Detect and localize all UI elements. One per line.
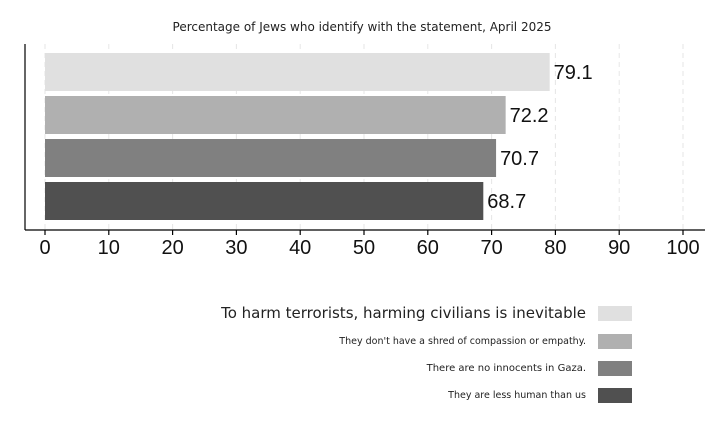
data-label-1: 79.1 <box>554 62 593 84</box>
axes <box>24 44 705 231</box>
tick-label-30: 30 <box>225 237 247 259</box>
legend-swatch-2 <box>598 333 632 349</box>
tick-label-10: 10 <box>98 237 120 259</box>
bars <box>45 53 550 220</box>
legend-label-2: They don't have a shred of compassion or… <box>339 335 586 347</box>
legend-swatch-4 <box>598 387 632 403</box>
tick-label-20: 20 <box>161 237 183 259</box>
data-label-4: 68.7 <box>487 191 526 213</box>
legend-item-3: There are no innocents in Gaza. <box>426 360 632 376</box>
tick-label-90: 90 <box>608 237 630 259</box>
legend-item-2: They don't have a shred of compassion or… <box>339 333 632 349</box>
tick-label-40: 40 <box>289 237 311 259</box>
x-axis-ticks: 0 10 20 30 40 50 60 70 80 90 100 <box>39 230 700 259</box>
chart-title: Percentage of Jews who identify with the… <box>173 20 552 34</box>
legend-label-4: They are less human than us <box>448 389 586 401</box>
tick-label-0: 0 <box>39 237 50 259</box>
tick-label-80: 80 <box>544 237 566 259</box>
bar-3 <box>45 139 497 177</box>
legend-swatch-3 <box>598 360 632 376</box>
tick-label-60: 60 <box>417 237 439 259</box>
tick-label-100: 100 <box>666 237 699 259</box>
tick-label-50: 50 <box>353 237 375 259</box>
data-label-3: 70.7 <box>500 148 539 170</box>
tick-label-70: 70 <box>480 237 502 259</box>
bar-chart: Percentage of Jews who identify with the… <box>24 20 705 259</box>
legend-swatch-1 <box>598 305 632 321</box>
legend-label-3: There are no innocents in Gaza. <box>426 362 586 374</box>
bar-4 <box>45 182 484 220</box>
data-label-2: 72.2 <box>510 105 549 127</box>
legend-item-4: They are less human than us <box>448 387 632 403</box>
bar-2 <box>45 96 506 134</box>
legend-item-1: To harm terrorists, harming civilians is… <box>221 304 632 322</box>
bar-1 <box>45 53 550 91</box>
data-labels: 79.172.2 70.7 68.7 <box>487 62 592 213</box>
legend-label-1: To harm terrorists, harming civilians is… <box>221 304 586 322</box>
